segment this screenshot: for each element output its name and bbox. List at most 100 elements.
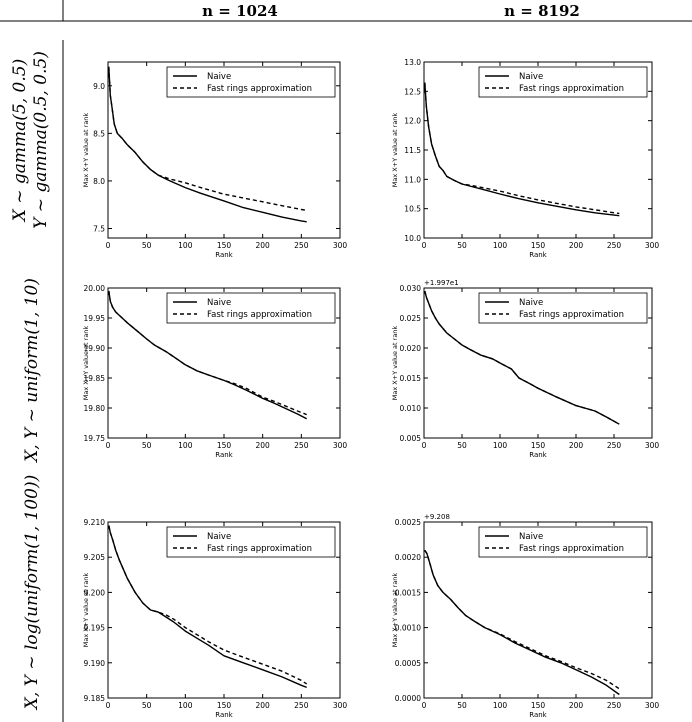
y-tick-label: 8.5 [93, 129, 105, 138]
y-tick-label: 7.5 [93, 224, 105, 233]
x-tick-label: 0 [422, 441, 427, 450]
x-tick-label: 0 [106, 701, 111, 710]
x-tick-label: 100 [493, 241, 508, 250]
legend-entry: Naive [519, 298, 543, 308]
series-line-fast-rings [108, 525, 308, 685]
x-tick-label: 250 [294, 701, 309, 710]
x-tick-label: 300 [645, 241, 660, 250]
column-header-n8192: n = 8192 [504, 2, 580, 20]
series-line-fast-rings [108, 290, 307, 416]
legend-entry: Naive [519, 532, 543, 542]
x-tick-label: 200 [256, 701, 271, 710]
x-tick-label: 200 [569, 441, 584, 450]
x-tick-label: 50 [457, 441, 467, 450]
y-tick-label: 0.0020 [395, 553, 421, 562]
y-tick-label: 19.85 [84, 374, 106, 383]
chart-panel: 0 50 100 150 200 250 300 0.0000 0.0005 0.0010 0.00… [391, 513, 659, 719]
y-tick-label: 0.0015 [395, 588, 421, 597]
x-axis-label: Rank [215, 251, 233, 259]
y-tick-label: 13.0 [404, 58, 421, 67]
y-tick-label: 10.0 [404, 234, 421, 243]
x-tick-label: 200 [569, 241, 584, 250]
y-tick-label: 0.020 [400, 344, 422, 353]
y-tick-label: 0.0005 [395, 659, 421, 668]
legend-box [166, 66, 336, 98]
y-tick-label: 19.75 [84, 434, 106, 443]
legend-entry: Naive [207, 532, 231, 542]
y-tick-label: 19.80 [84, 404, 106, 413]
x-tick-label: 150 [217, 701, 232, 710]
y-tick-label: 9.205 [84, 553, 106, 562]
x-tick-label: 50 [142, 701, 152, 710]
x-tick-label: 250 [607, 441, 622, 450]
x-tick-label: 200 [256, 241, 271, 250]
legend-entry: Fast rings approximation [519, 544, 624, 554]
x-tick-label: 200 [256, 441, 271, 450]
x-tick-label: 300 [333, 701, 348, 710]
y-tick-label: 8.0 [93, 177, 105, 186]
y-tick-label: 0.030 [400, 284, 422, 293]
x-tick-label: 0 [106, 441, 111, 450]
y-tick-label: 9.190 [84, 659, 106, 668]
y-tick-label: 0.015 [400, 374, 422, 383]
x-tick-label: 250 [607, 701, 622, 710]
y-tick-label: 0.010 [400, 404, 422, 413]
y-axis-label: Max X+Y value at rank [391, 326, 399, 401]
x-tick-label: 250 [294, 241, 309, 250]
legend-entry: Fast rings approximation [519, 310, 624, 320]
y-axis-label: Max X+Y value at rank [391, 113, 399, 188]
x-tick-label: 300 [645, 441, 660, 450]
x-tick-label: 100 [493, 701, 508, 710]
legend-box [478, 66, 648, 98]
x-tick-label: 150 [531, 241, 546, 250]
y-axis-label: Max X+Y value at rank [82, 326, 90, 401]
x-tick-label: 50 [142, 441, 152, 450]
legend-entry: Naive [519, 72, 543, 82]
x-tick-label: 250 [294, 441, 309, 450]
y-tick-label: 9.185 [84, 694, 106, 703]
x-tick-label: 250 [607, 241, 622, 250]
legend-entry: Fast rings approximation [207, 544, 312, 554]
x-axis-label: Rank [215, 451, 233, 459]
x-tick-label: 0 [106, 241, 111, 250]
legend-box [478, 292, 648, 324]
y-tick-label: 0.0000 [395, 694, 421, 703]
legend-entry: Naive [207, 72, 231, 82]
series-line-fast-rings [108, 66, 307, 212]
chart-panel: 0 50 100 150 200 250 300 19.75 19.80 19.85 19.90 19… [82, 284, 347, 459]
y-tick-label: 0.0010 [395, 624, 421, 633]
offset-text: +1.997e1 [424, 279, 459, 287]
y-tick-label: 12.0 [404, 117, 421, 126]
y-tick-label: 11.0 [404, 175, 421, 184]
x-axis-label: Rank [529, 711, 547, 719]
legend-entry: Naive [207, 298, 231, 308]
legend-box [166, 292, 336, 324]
y-tick-label: 9.195 [84, 624, 106, 633]
x-tick-label: 300 [333, 241, 348, 250]
x-tick-label: 50 [142, 241, 152, 250]
x-axis-label: Rank [215, 711, 233, 719]
y-tick-label: 9.210 [84, 518, 106, 527]
y-axis-label: Max X+Y value at rank [82, 573, 90, 648]
legend-box [478, 526, 648, 558]
y-tick-label: 12.5 [404, 87, 421, 96]
x-tick-label: 300 [645, 701, 660, 710]
y-tick-label: 9.0 [93, 82, 105, 91]
x-tick-label: 100 [178, 241, 193, 250]
x-tick-label: 100 [178, 441, 193, 450]
x-tick-label: 300 [333, 441, 348, 450]
x-tick-label: 50 [457, 241, 467, 250]
x-tick-label: 150 [217, 241, 232, 250]
x-axis-label: Rank [529, 251, 547, 259]
legend-entry: Fast rings approximation [519, 84, 624, 94]
x-tick-label: 0 [422, 701, 427, 710]
chart-panel: 0 50 100 150 200 250 300 10.0 10.5 11.0 11.5 12.0 12… [391, 58, 659, 259]
y-axis-label: Max X+Y value at rank [391, 573, 399, 648]
x-tick-label: 150 [531, 701, 546, 710]
chart-panel: 0 50 100 150 200 250 300 9.185 9.190 9.195 9.200 9.… [82, 518, 347, 719]
series-line-naive [424, 82, 620, 217]
legend-entry: Fast rings approximation [207, 310, 312, 320]
